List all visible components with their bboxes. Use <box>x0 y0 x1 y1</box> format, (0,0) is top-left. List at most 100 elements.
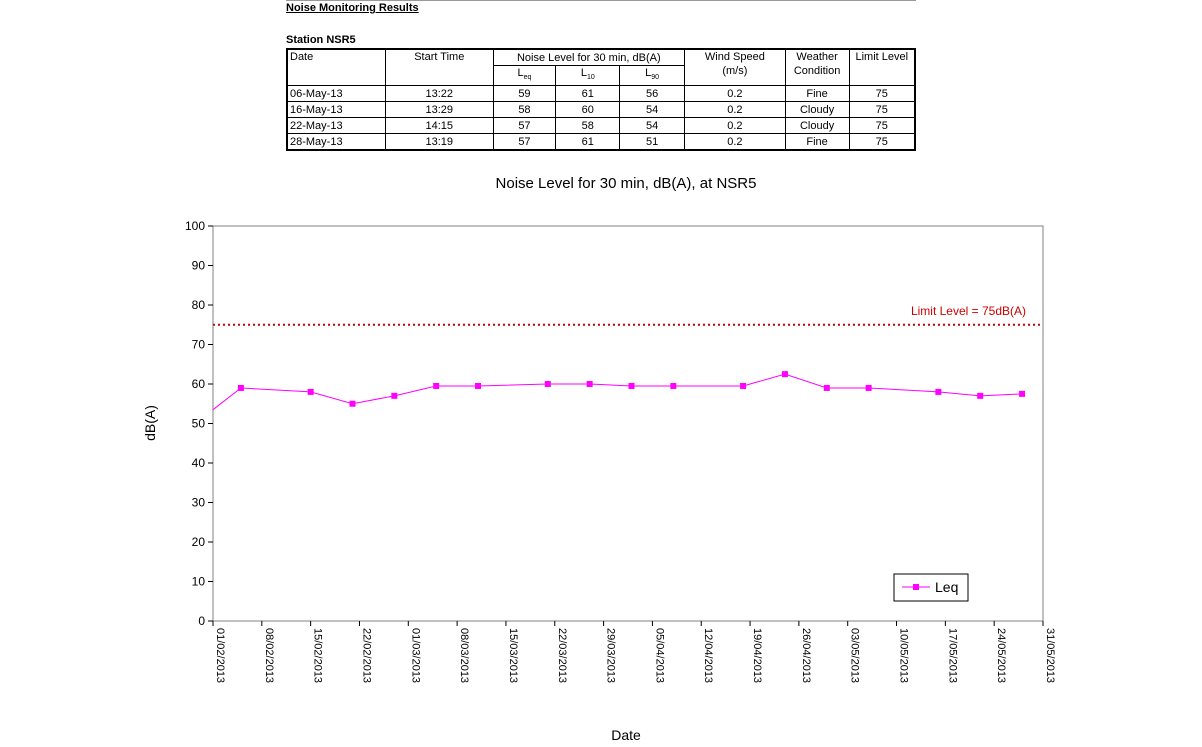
leq-symbol: L <box>517 67 524 79</box>
y-tick-label: 20 <box>192 535 206 549</box>
l10-symbol: L <box>580 67 587 79</box>
leq-point <box>349 400 356 407</box>
leq-point <box>740 382 747 389</box>
cell-date: 06-May-13 <box>286 85 387 103</box>
cell-l90: 56 <box>619 85 686 103</box>
report-heading: Noise Monitoring Results <box>286 2 419 14</box>
leq-point <box>628 382 635 389</box>
x-tick-label: 12/04/2013 <box>702 628 714 683</box>
cell-l10: 61 <box>555 85 621 103</box>
y-tick-label: 0 <box>198 614 205 628</box>
table-row: 06-May-13 13:22 59 61 56 0.2 Fine 75 <box>286 85 916 103</box>
l10-subscript: 10 <box>586 74 595 82</box>
leq-point <box>433 382 440 389</box>
x-tick-label: 15/03/2013 <box>507 628 519 683</box>
cell-start-time: 13:19 <box>385 133 494 151</box>
station-label: Station NSR5 <box>286 34 356 46</box>
x-tick-label: 01/02/2013 <box>214 628 226 683</box>
y-axis: 0 10 20 30 40 50 60 70 80 90 100 <box>185 219 213 628</box>
cell-weather: Fine <box>784 133 850 151</box>
cell-leq: 59 <box>492 85 557 103</box>
table-subheader-row: Leq L10 L90 <box>287 64 915 87</box>
x-tick-label: 08/03/2013 <box>458 628 470 683</box>
leq-point <box>823 384 830 391</box>
cell-limit: 75 <box>848 133 916 151</box>
x-tick-label: 01/03/2013 <box>409 628 421 683</box>
cell-limit: 75 <box>848 85 916 103</box>
cell-weather: Fine <box>784 85 850 103</box>
cell-limit: 75 <box>848 101 916 119</box>
cell-l90: 54 <box>619 117 686 135</box>
x-tick-label: 10/05/2013 <box>898 628 910 683</box>
table-row: 16-May-13 13:29 58 60 54 0.2 Cloudy 75 <box>286 101 916 119</box>
x-tick-label: 03/05/2013 <box>849 628 861 683</box>
x-tick-label: 31/05/2013 <box>1044 628 1056 683</box>
x-tick-label: 19/04/2013 <box>751 628 763 683</box>
cell-wind: 0.2 <box>684 101 786 119</box>
cell-wind: 0.2 <box>684 117 786 135</box>
y-tick-label: 10 <box>192 575 206 589</box>
cell-wind: 0.2 <box>684 133 786 151</box>
y-tick-label: 80 <box>192 298 206 312</box>
header-weather-line1: Weather <box>796 51 838 63</box>
header-limit: Limit Level <box>848 48 916 87</box>
header-weather: Weather Condition <box>784 48 850 87</box>
leq-point <box>475 382 482 389</box>
legend: Leq <box>893 573 969 602</box>
y-tick-label: 30 <box>192 496 206 510</box>
cell-start-time: 13:29 <box>385 101 494 119</box>
cell-leq: 58 <box>492 101 557 119</box>
cell-l90: 54 <box>619 101 686 119</box>
top-rule <box>286 0 916 1</box>
y-tick-label: 40 <box>192 456 206 470</box>
header-leq: Leq <box>492 64 557 87</box>
y-tick-label: 90 <box>192 259 206 273</box>
x-tick-label: 29/03/2013 <box>605 628 617 683</box>
x-tick-label: 17/05/2013 <box>946 628 958 683</box>
report-section: Noise Monitoring Results Station NSR5 Da… <box>286 0 916 152</box>
cell-weather: Cloudy <box>784 101 850 119</box>
x-tick-label: 26/04/2013 <box>800 628 812 683</box>
y-axis-label: dB(A) <box>142 405 158 441</box>
chart-title: Noise Level for 30 min, dB(A), at NSR5 <box>496 175 757 192</box>
leq-point <box>1019 390 1026 397</box>
cell-l90: 51 <box>619 133 686 151</box>
cell-l10: 60 <box>555 101 621 119</box>
cell-date: 28-May-13 <box>286 133 387 151</box>
l90-subscript: 90 <box>651 74 660 82</box>
leq-point <box>307 388 314 395</box>
y-tick-label: 100 <box>185 219 205 233</box>
y-tick-label: 60 <box>192 377 206 391</box>
cell-wind: 0.2 <box>684 85 786 103</box>
cell-leq: 57 <box>492 133 557 151</box>
leq-point <box>865 384 872 391</box>
y-tick-label: 70 <box>192 338 206 352</box>
table-row: 22-May-13 14:15 57 58 54 0.2 Cloudy 75 <box>286 117 916 135</box>
leq-point <box>781 371 788 378</box>
cell-l10: 61 <box>555 133 621 151</box>
cell-start-time: 13:22 <box>385 85 494 103</box>
leq-point <box>670 382 677 389</box>
x-tick-label: 05/04/2013 <box>653 628 665 683</box>
cell-date: 22-May-13 <box>286 117 387 135</box>
x-axis: 01/02/2013 08/02/2013 15/02/2013 22/02/2013… <box>212 621 1056 683</box>
l90-symbol: L <box>645 67 652 79</box>
x-tick-label: 22/03/2013 <box>556 628 568 683</box>
cell-limit: 75 <box>848 117 916 135</box>
header-start-time: Start Time <box>385 48 494 87</box>
header-noise-level: Noise Level for 30 min, dB(A) <box>492 48 686 66</box>
noise-level-chart: Noise Level for 30 min, dB(A), at NSR5 0… <box>142 175 1056 743</box>
header-l10: L10 <box>555 64 621 87</box>
x-tick-label: 15/02/2013 <box>312 628 324 683</box>
leq-point <box>977 392 984 399</box>
cell-l10: 58 <box>555 117 621 135</box>
leq-point <box>391 392 398 399</box>
x-tick-label: 22/02/2013 <box>360 628 372 683</box>
header-wind-unit: (m/s) <box>722 65 748 77</box>
cell-leq: 57 <box>492 117 557 135</box>
header-wind-label: Wind Speed <box>704 51 765 63</box>
leq-point <box>586 381 593 387</box>
leq-line <box>212 373 1023 411</box>
table-header-row: Date Start Time Noise Level for 30 min, … <box>286 48 916 87</box>
leq-subscript: eq <box>523 74 532 82</box>
